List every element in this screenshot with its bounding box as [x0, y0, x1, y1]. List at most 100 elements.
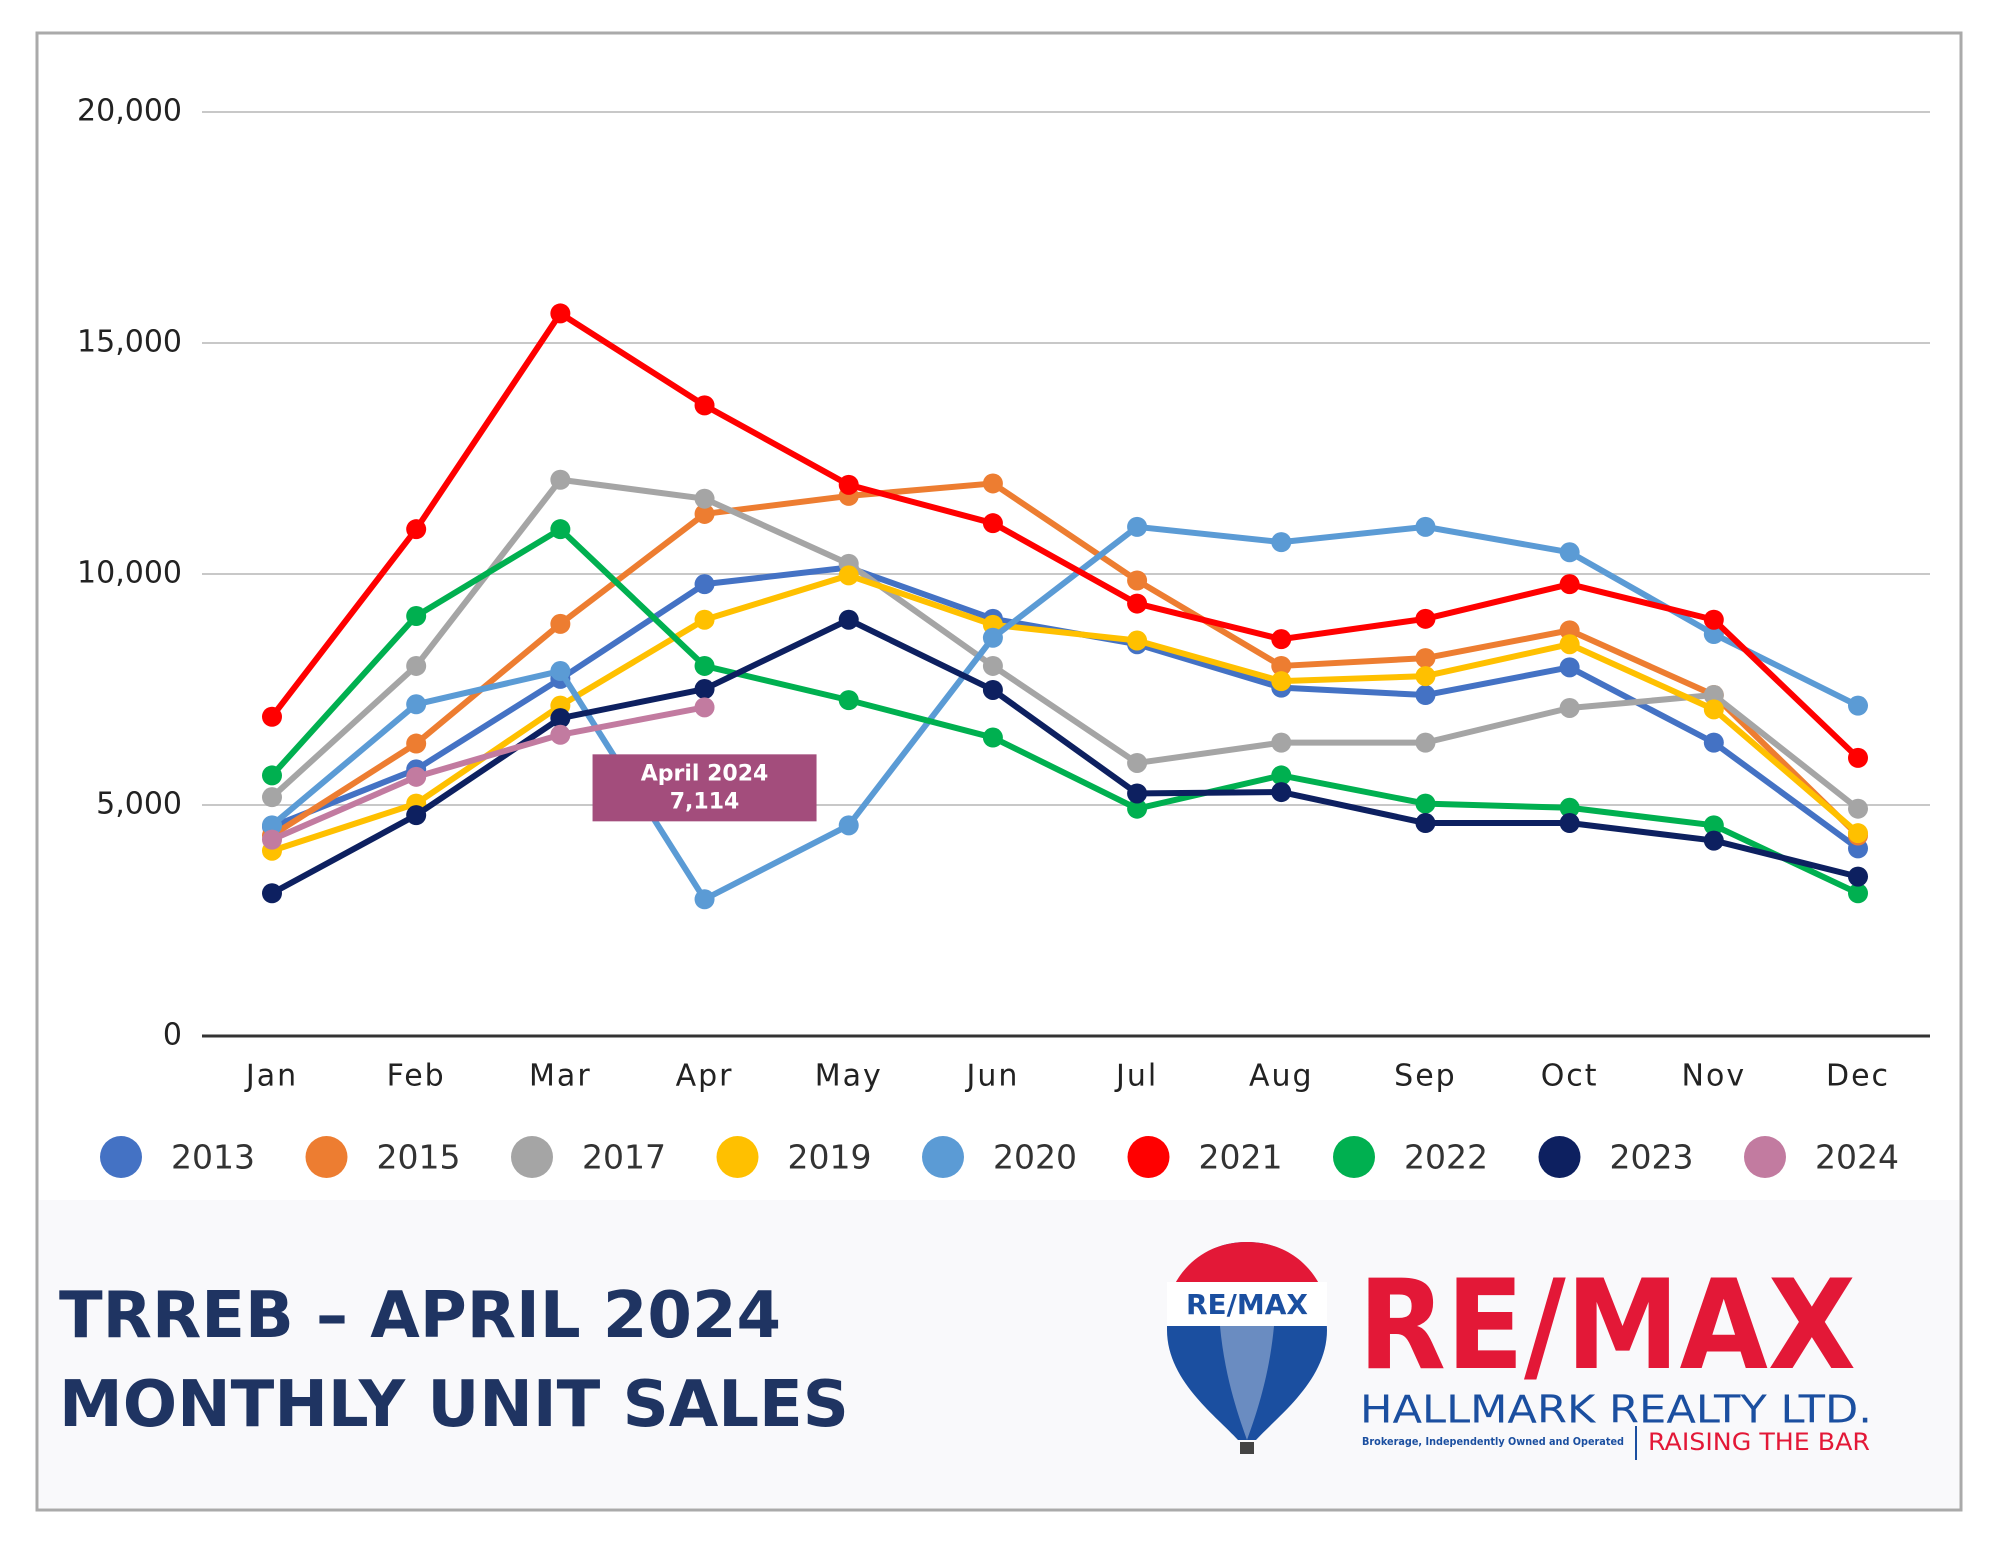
point [406, 805, 427, 826]
legend-label: 2021 [1199, 1138, 1283, 1177]
legend-marker [100, 1136, 142, 1178]
y-tick-label: 5,000 [96, 787, 182, 822]
point [1415, 813, 1436, 834]
point [1559, 797, 1580, 818]
point [1415, 516, 1436, 537]
point [1703, 732, 1724, 753]
point [982, 513, 1003, 534]
point [1703, 609, 1724, 630]
point [838, 565, 859, 586]
point [1271, 732, 1292, 753]
point [694, 679, 715, 700]
legend-marker [1538, 1136, 1581, 1178]
point [1559, 574, 1580, 595]
point [406, 519, 427, 540]
legend-marker [1127, 1136, 1170, 1178]
y-tick-label: 20,000 [77, 94, 182, 129]
point [550, 613, 571, 634]
footer-band [39, 1200, 1959, 1508]
x-tick-label: Nov [1682, 1059, 1747, 1094]
brokerage-note: Brokerage, Independently Owned and Opera… [1362, 1435, 1624, 1448]
annotation-value: 7,114 [670, 789, 740, 814]
point [982, 627, 1003, 648]
point [982, 655, 1003, 676]
point [1848, 883, 1868, 904]
x-tick-label: Sep [1394, 1059, 1457, 1094]
point [694, 503, 715, 524]
point [550, 724, 571, 745]
basket [1240, 1442, 1254, 1454]
point [1703, 685, 1724, 706]
point [694, 488, 715, 509]
point [1559, 697, 1580, 718]
legend-marker [511, 1136, 553, 1178]
point [1415, 793, 1436, 814]
point [406, 606, 427, 627]
series-line [270, 704, 706, 843]
point [1848, 823, 1868, 844]
point [262, 765, 282, 786]
point [262, 787, 282, 808]
point [1415, 648, 1436, 669]
point [1848, 695, 1868, 716]
point [694, 609, 715, 630]
balloon-text: RE/MAX [1186, 1288, 1308, 1321]
point [694, 574, 715, 595]
balloon-stripe [1220, 1326, 1274, 1440]
legend-label: 2024 [1815, 1138, 1899, 1177]
legend-marker [1333, 1136, 1375, 1178]
plot-area: 0 5,000 10,000 15,000 20,000 Jan Feb Mar Apr May J… [77, 94, 1930, 1178]
x-tick-label: Jan [244, 1059, 298, 1094]
legend-marker [716, 1136, 759, 1178]
point [550, 519, 571, 540]
legend-label: 2013 [171, 1138, 255, 1177]
point [1271, 629, 1292, 650]
point [1415, 608, 1436, 629]
point [550, 661, 571, 682]
point [1271, 782, 1292, 803]
point [1127, 570, 1148, 591]
point [1271, 765, 1292, 786]
point [1559, 620, 1580, 641]
point [838, 474, 859, 495]
point [1127, 752, 1148, 773]
point [1559, 542, 1580, 563]
point [406, 694, 427, 715]
footer-title: TRREB – APRIL 2024 [59, 1279, 781, 1353]
point [982, 473, 1003, 494]
logo-text: RE/MAX [1358, 1254, 1856, 1398]
point [838, 690, 859, 711]
point [1271, 655, 1292, 676]
y-tick-label: 10,000 [77, 556, 182, 591]
series-line [269, 476, 1860, 812]
point [1703, 830, 1724, 851]
point [838, 815, 859, 836]
legend-label: 2022 [1404, 1138, 1488, 1177]
series-line [270, 480, 1861, 839]
point [1127, 630, 1148, 651]
x-tick-label: May [815, 1059, 883, 1094]
x-tick-label: Mar [529, 1059, 592, 1094]
legend-marker [305, 1136, 348, 1178]
point [1559, 634, 1580, 655]
point [694, 395, 715, 416]
point [1559, 813, 1580, 834]
point [262, 829, 282, 850]
x-tick-label: Aug [1249, 1059, 1314, 1094]
legend-label: 2020 [993, 1138, 1077, 1177]
series-line [269, 310, 1861, 761]
point [982, 679, 1003, 700]
point [550, 469, 571, 490]
legend-marker [1744, 1136, 1786, 1178]
point [1703, 699, 1724, 720]
y-tick-label: 15,000 [77, 325, 182, 360]
point [406, 655, 427, 676]
point [262, 706, 282, 727]
point [1848, 747, 1868, 768]
series-line [270, 523, 1860, 903]
point [1127, 593, 1148, 614]
legend-label: 2019 [788, 1138, 872, 1177]
point [1703, 624, 1724, 645]
point [1848, 866, 1868, 887]
